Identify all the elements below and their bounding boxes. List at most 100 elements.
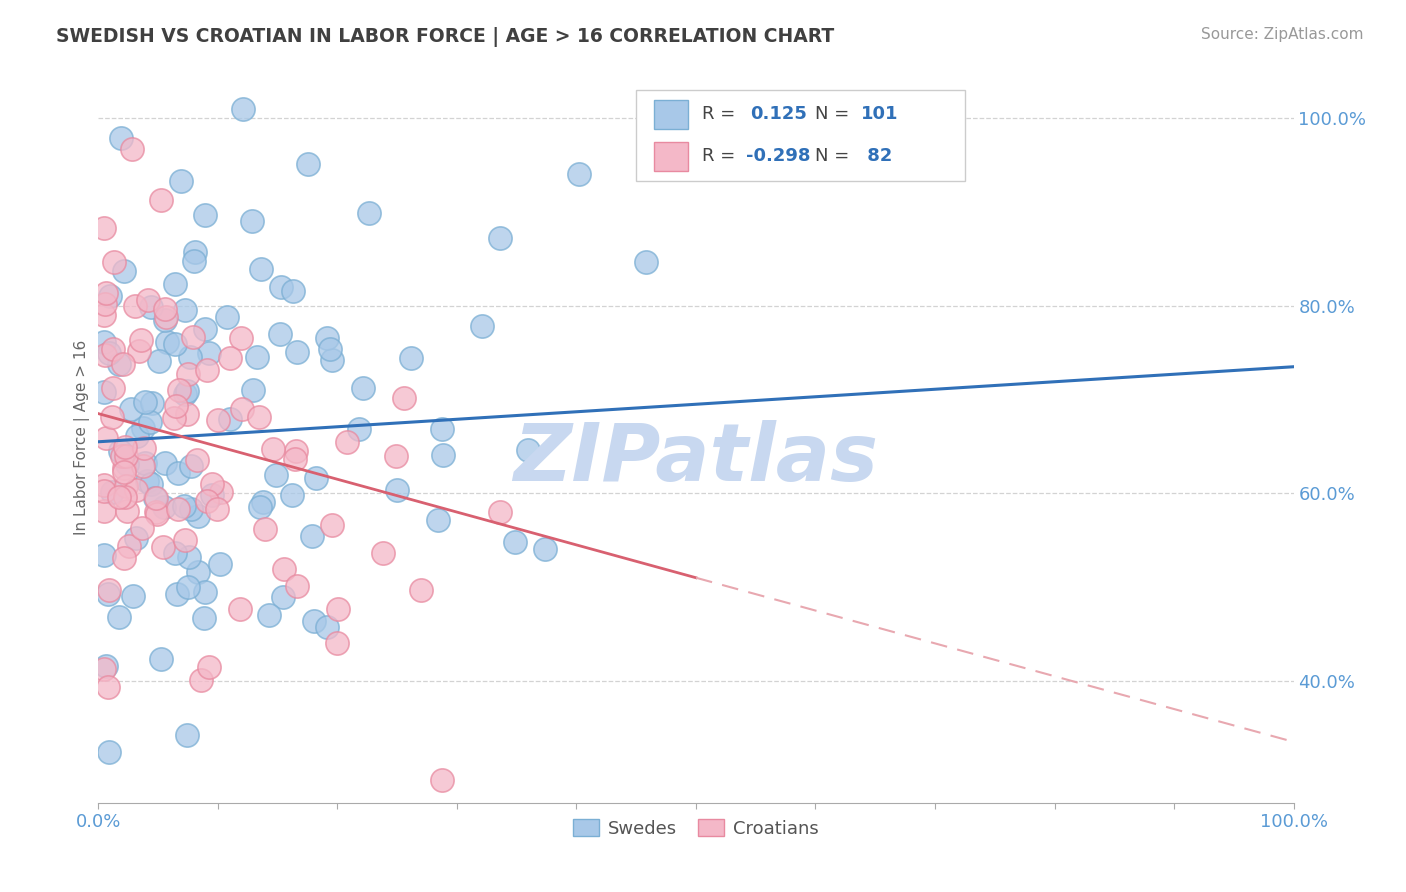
Point	[207, 502, 229, 516]
Y-axis label: In Labor Force | Age > 16: In Labor Force | Age > 16	[75, 340, 90, 534]
Point	[349, 422, 371, 436]
Bar	[654, 100, 688, 129]
Point	[198, 346, 221, 360]
Point	[98, 288, 121, 302]
Point	[193, 611, 215, 625]
Point	[179, 350, 201, 364]
Point	[101, 410, 124, 425]
Point	[318, 343, 340, 357]
Point	[125, 531, 148, 545]
Point	[96, 659, 118, 673]
Point	[183, 254, 205, 268]
Point	[176, 384, 198, 399]
Point	[114, 440, 136, 454]
Point	[488, 505, 510, 519]
Point	[285, 579, 308, 593]
Point	[112, 460, 135, 475]
Point	[111, 357, 134, 371]
Point	[326, 636, 349, 650]
Point	[198, 660, 221, 674]
Text: 101: 101	[860, 105, 898, 123]
Point	[173, 387, 195, 401]
Point	[141, 396, 163, 410]
Point	[103, 342, 125, 356]
Point	[432, 422, 454, 436]
Point	[231, 331, 253, 345]
Text: N =: N =	[815, 105, 855, 123]
Point	[112, 551, 135, 566]
Point	[304, 471, 326, 485]
Point	[97, 587, 120, 601]
Point	[187, 566, 209, 580]
Point	[155, 310, 177, 325]
Text: Source: ZipAtlas.com: Source: ZipAtlas.com	[1201, 27, 1364, 42]
Point	[165, 336, 187, 351]
Point	[167, 383, 190, 397]
Text: 0.125: 0.125	[749, 105, 807, 123]
Point	[387, 483, 409, 497]
Point	[93, 335, 115, 350]
Point	[328, 601, 350, 615]
Point	[98, 582, 121, 597]
Point	[304, 614, 326, 628]
Point	[176, 728, 198, 742]
Point	[284, 452, 307, 467]
Point	[167, 466, 190, 480]
Point	[315, 331, 337, 345]
Point	[336, 435, 359, 450]
Point	[180, 458, 202, 473]
Point	[634, 255, 657, 269]
Point	[409, 583, 432, 598]
Point	[352, 381, 374, 395]
Point	[110, 130, 132, 145]
Point	[97, 681, 120, 695]
Bar	[654, 142, 688, 171]
Point	[503, 535, 526, 549]
Point	[321, 518, 343, 533]
Point	[143, 491, 166, 505]
Text: 82: 82	[860, 147, 893, 165]
Point	[146, 507, 169, 521]
Point	[134, 456, 156, 470]
Point	[108, 444, 131, 458]
Point	[253, 522, 276, 536]
Point	[129, 333, 152, 347]
Point	[134, 395, 156, 409]
Point	[176, 580, 198, 594]
Point	[517, 442, 540, 457]
Point	[229, 602, 252, 616]
Point	[249, 500, 271, 514]
Point	[217, 310, 239, 325]
Point	[114, 490, 136, 504]
Point	[132, 421, 155, 435]
Point	[242, 383, 264, 397]
Point	[93, 662, 115, 676]
Point	[250, 262, 273, 277]
Point	[107, 357, 129, 371]
Point	[166, 587, 188, 601]
Point	[184, 244, 207, 259]
Point	[136, 474, 159, 488]
Point	[165, 277, 187, 291]
Legend: Swedes, Croatians: Swedes, Croatians	[567, 812, 825, 845]
Point	[153, 301, 176, 316]
Point	[371, 546, 394, 560]
Point	[103, 255, 125, 269]
Point	[232, 102, 254, 116]
Point	[93, 221, 115, 235]
Point	[270, 280, 292, 294]
Point	[141, 300, 163, 314]
Point	[209, 557, 232, 571]
Point	[166, 502, 188, 516]
Point	[285, 443, 308, 458]
Point	[101, 381, 124, 395]
Point	[568, 167, 591, 181]
Point	[165, 399, 187, 413]
Point	[533, 541, 555, 556]
Point	[93, 548, 115, 562]
Point	[301, 529, 323, 543]
Point	[114, 479, 136, 493]
Point	[218, 351, 240, 365]
Point	[107, 490, 129, 504]
Point	[156, 334, 179, 349]
